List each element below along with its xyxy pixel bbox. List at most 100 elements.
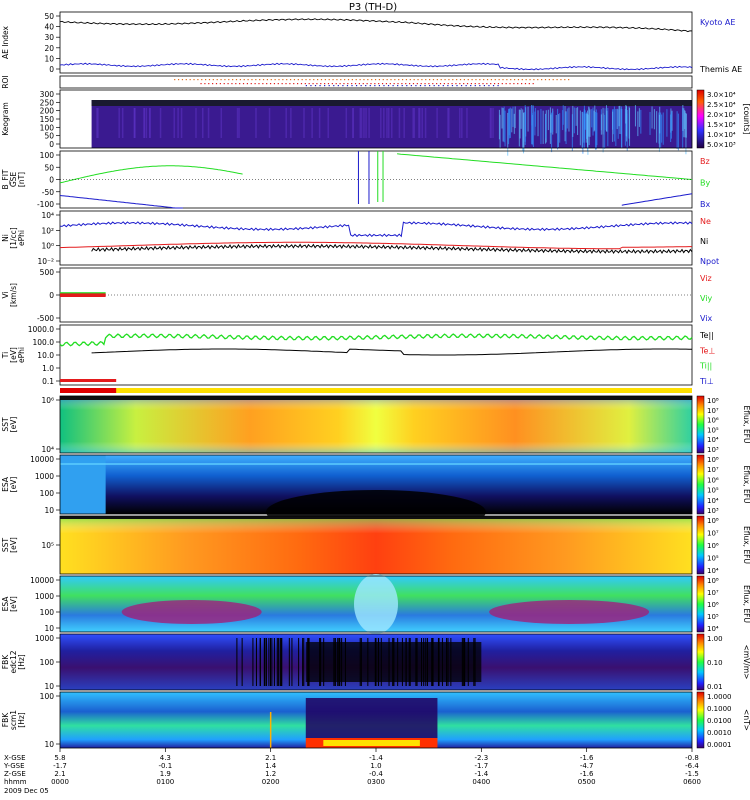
keogram-streak bbox=[180, 108, 183, 138]
keogram-aurora bbox=[666, 109, 668, 137]
fbk1-streak bbox=[360, 638, 362, 686]
roi-mark bbox=[447, 83, 449, 85]
time-axis-tick-label: 1.4 bbox=[265, 762, 277, 770]
colorbar bbox=[696, 454, 705, 515]
roi-mark bbox=[465, 85, 467, 87]
y-axis-label: [eV] bbox=[9, 477, 18, 493]
y-tick-label: 500 bbox=[40, 268, 55, 277]
keogram-aurora bbox=[683, 108, 685, 138]
y-tick-label: 50 bbox=[44, 12, 54, 21]
colorbar-tick-label: 10⁵ bbox=[707, 487, 719, 495]
colorbar-tick-label: 0.10 bbox=[707, 659, 723, 667]
roi-mark bbox=[281, 83, 283, 85]
roi-mark bbox=[212, 83, 214, 85]
time-axis-tick-label: 1.2 bbox=[265, 770, 276, 778]
keogram-streak bbox=[173, 108, 175, 138]
roi-mark bbox=[197, 79, 199, 81]
roi-mark bbox=[451, 85, 454, 87]
roi-mark bbox=[413, 79, 415, 81]
roi-mark bbox=[367, 79, 369, 81]
ni-frame bbox=[59, 210, 693, 266]
colorbar-tick-label: 10⁶ bbox=[707, 601, 719, 609]
y-axis-label: AE Index bbox=[1, 25, 10, 58]
roi-mark bbox=[541, 79, 543, 81]
roi-mark bbox=[486, 79, 489, 81]
roi-mark bbox=[537, 79, 539, 81]
fbk1-streak bbox=[392, 638, 394, 686]
y-tick-label: 250 bbox=[40, 98, 55, 107]
keogram-streak bbox=[466, 108, 468, 138]
roi-mark bbox=[259, 79, 261, 81]
keogram-streak bbox=[238, 108, 240, 138]
keogram-aurora bbox=[508, 108, 510, 136]
y-tick-label: 40 bbox=[44, 23, 54, 32]
ti-line-ti-par bbox=[59, 333, 693, 347]
keogram-aurora bbox=[519, 109, 521, 139]
legend-entry: Bz bbox=[700, 157, 710, 166]
ti-bar bbox=[60, 379, 117, 382]
colorbar-tick-label: 10⁴ bbox=[707, 497, 719, 505]
roi-mark bbox=[174, 79, 176, 81]
roi-mark bbox=[392, 85, 394, 87]
fbk1-streak bbox=[438, 638, 440, 686]
keogram-aurora bbox=[585, 113, 587, 143]
y-tick-label: 0 bbox=[49, 65, 54, 74]
esa2-frame bbox=[59, 575, 693, 633]
keogram-streak bbox=[365, 108, 367, 138]
roi-mark bbox=[556, 79, 558, 81]
roi-mark bbox=[282, 79, 284, 81]
roi-mark bbox=[278, 79, 280, 81]
keogram-streak bbox=[447, 108, 449, 138]
keogram-aurora bbox=[520, 108, 522, 129]
y-tick-label: 10 bbox=[44, 682, 54, 691]
keogram-aurora bbox=[514, 106, 516, 129]
legend-entry: Ti⊥ bbox=[699, 377, 714, 386]
fbk1-streak bbox=[397, 638, 399, 686]
y-axis-label: [nT] bbox=[17, 172, 26, 187]
roi-mark bbox=[439, 83, 442, 85]
keogram-streak bbox=[303, 108, 305, 138]
keogram-aurora bbox=[531, 105, 533, 145]
colorbar bbox=[696, 515, 705, 575]
keogram-aurora bbox=[508, 109, 510, 145]
vi-trace-viz bbox=[60, 293, 106, 297]
fbk1-streak bbox=[270, 638, 272, 686]
time-axis-tick-label: 1.9 bbox=[160, 770, 171, 778]
y-axis-label: ROI bbox=[1, 75, 10, 88]
roi-mark bbox=[564, 79, 566, 81]
keogram-aurora bbox=[531, 112, 533, 146]
keogram-aurora bbox=[550, 114, 552, 133]
roi-mark bbox=[208, 79, 211, 81]
y-tick-label: 10000 bbox=[30, 455, 54, 464]
ae-frame bbox=[59, 11, 693, 74]
time-axis-tick-label: -1.4 bbox=[369, 754, 383, 762]
keogram-streak bbox=[236, 108, 239, 138]
fbk1-streak bbox=[408, 638, 410, 686]
fbk1-streak bbox=[409, 638, 411, 686]
colorbar-tick-label: 1.0×10⁴ bbox=[707, 131, 736, 139]
roi-mark bbox=[324, 79, 326, 81]
keogram-aurora bbox=[549, 107, 551, 144]
keogram-aurora bbox=[565, 112, 567, 145]
legend-entry: Ni bbox=[700, 237, 708, 246]
roi-mark bbox=[513, 79, 516, 81]
colorbar-tick-label: 10⁷ bbox=[707, 589, 719, 597]
roi-mark bbox=[497, 83, 500, 85]
y-axis-label: B_FIT bbox=[1, 169, 10, 189]
roi-mark bbox=[479, 85, 481, 87]
y-axis-label: Ti bbox=[1, 352, 10, 359]
y-axis-label: ePhi bbox=[17, 347, 26, 363]
roi-mark bbox=[269, 83, 272, 85]
roi-mark bbox=[224, 79, 226, 81]
ti-line-te-par bbox=[91, 348, 692, 356]
keogram-aurora bbox=[682, 105, 684, 131]
fbk1-streak bbox=[431, 638, 433, 686]
roi-mark bbox=[293, 79, 296, 81]
y-axis-label: SST bbox=[1, 417, 10, 432]
keogram-aurora bbox=[579, 110, 581, 146]
time-axis-tick-label: -1.5 bbox=[685, 770, 699, 778]
roi-mark bbox=[513, 83, 515, 85]
colorbar-label: [counts] bbox=[742, 104, 750, 135]
keogram-aurora bbox=[575, 107, 577, 126]
